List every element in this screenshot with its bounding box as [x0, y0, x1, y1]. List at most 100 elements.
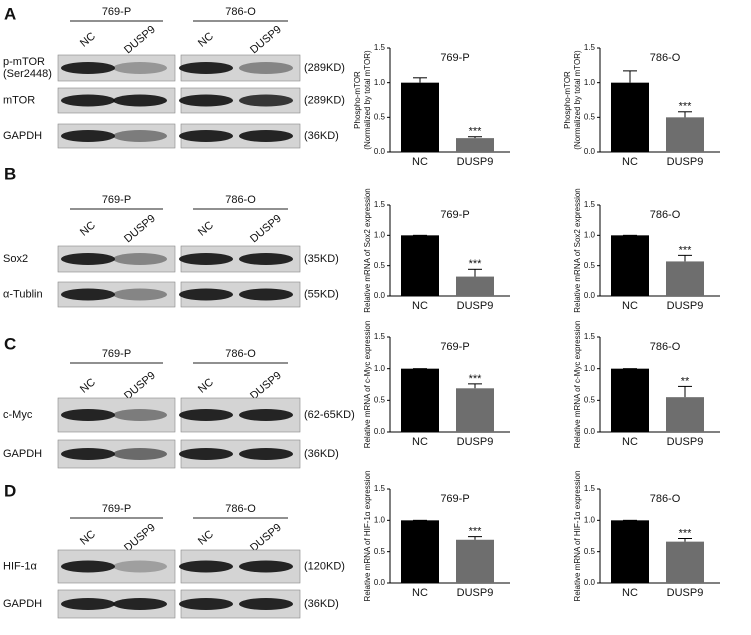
x-tick-label: DUSP9 — [667, 436, 704, 448]
lane-label: DUSP9 — [248, 522, 284, 555]
panel-letter: B — [4, 164, 16, 183]
chart-title: 769-P — [440, 341, 469, 353]
lane-label: NC — [78, 30, 98, 49]
band — [61, 253, 115, 265]
x-tick-label: DUSP9 — [457, 587, 494, 599]
error-bar — [413, 77, 427, 83]
y-tick-label: 1.0 — [584, 230, 596, 239]
y-tick-label: 1.5 — [584, 200, 596, 209]
size-label: (36KD) — [304, 130, 339, 142]
band — [179, 94, 233, 107]
x-tick-label: NC — [622, 300, 638, 312]
lane-label: DUSP9 — [122, 24, 158, 57]
significance: *** — [469, 373, 483, 385]
error-bar — [468, 383, 482, 389]
y-tick-label: 0.5 — [374, 261, 386, 270]
band — [113, 62, 167, 74]
chart-title: 786-O — [650, 52, 681, 64]
x-tick-label: NC — [412, 587, 428, 599]
significance: *** — [679, 101, 693, 113]
significance: *** — [469, 126, 483, 138]
error-bar — [678, 254, 692, 262]
x-tick-label: NC — [412, 156, 428, 168]
y-tick-label: 0.5 — [374, 395, 386, 404]
y-axis-label: Relative mRNA of HIF-1α expression — [363, 471, 372, 602]
bar — [401, 235, 439, 296]
band — [239, 130, 293, 142]
protein-label: Sox2 — [3, 253, 28, 265]
bar — [611, 520, 649, 583]
y-tick-label: 0.0 — [584, 578, 596, 587]
x-tick-label: DUSP9 — [457, 156, 494, 168]
bar — [666, 261, 704, 296]
y-tick-label: 1.5 — [584, 484, 596, 493]
y-axis-label: Phospho-mTOR — [353, 71, 362, 129]
band — [113, 448, 167, 460]
y-tick-label: 0.0 — [374, 291, 386, 300]
y-axis-label: Relative mRNA of Sox2 expression — [363, 188, 372, 313]
bar — [666, 117, 704, 152]
lane-label: DUSP9 — [248, 24, 284, 57]
size-label: (35KD) — [304, 253, 339, 265]
band — [179, 130, 233, 142]
error-bar — [678, 538, 692, 542]
significance: ** — [681, 375, 690, 387]
chart-title: 769-P — [440, 209, 469, 221]
bar — [611, 82, 649, 152]
significance: *** — [469, 526, 483, 538]
band — [61, 598, 115, 610]
y-tick-label: 1.5 — [374, 484, 386, 493]
band — [239, 560, 293, 573]
y-axis-label: (Normalized by total mTOR) — [363, 50, 372, 150]
y-tick-label: 0.0 — [374, 147, 386, 156]
y-tick-label: 1.5 — [374, 43, 386, 52]
size-label: (36KD) — [304, 448, 339, 460]
y-tick-label: 1.0 — [584, 515, 596, 524]
y-tick-label: 0.5 — [584, 112, 596, 121]
y-tick-label: 0.0 — [584, 291, 596, 300]
error-bar — [468, 268, 482, 277]
lane-label: NC — [78, 219, 98, 238]
error-bar — [678, 385, 692, 398]
band — [179, 288, 233, 301]
protein-label: (Ser2448) — [3, 68, 52, 80]
band — [61, 288, 115, 301]
band — [61, 130, 115, 142]
bar — [611, 368, 649, 432]
y-tick-label: 1.0 — [374, 230, 386, 239]
bar — [456, 388, 494, 432]
y-tick-label: 1.0 — [584, 364, 596, 373]
y-tick-label: 1.5 — [374, 200, 386, 209]
lane-label: NC — [196, 219, 216, 238]
size-label: (120KD) — [304, 560, 345, 572]
y-tick-label: 0.5 — [584, 261, 596, 270]
error-bar — [468, 536, 482, 540]
lane-label: NC — [78, 528, 98, 547]
band — [239, 409, 293, 421]
chart-title: 786-O — [650, 341, 681, 353]
lane-label: DUSP9 — [248, 370, 284, 403]
band — [239, 448, 293, 460]
size-label: (36KD) — [304, 598, 339, 610]
error-bar — [623, 70, 637, 83]
band — [113, 94, 167, 107]
band — [179, 409, 233, 421]
x-tick-label: DUSP9 — [667, 300, 704, 312]
y-tick-label: 1.0 — [584, 78, 596, 87]
bar — [456, 138, 494, 152]
group-label: 769-P — [102, 194, 131, 206]
protein-label: c-Myc — [3, 409, 33, 421]
band — [61, 448, 115, 460]
y-axis-label: Relative mRNA of c-Myc expression — [363, 321, 372, 449]
band — [239, 598, 293, 610]
band — [113, 598, 167, 610]
y-tick-label: 0.0 — [374, 427, 386, 436]
band — [179, 598, 233, 610]
panel-letter: C — [4, 334, 16, 353]
lane-label: DUSP9 — [122, 370, 158, 403]
protein-label: mTOR — [3, 94, 35, 106]
bar — [666, 541, 704, 583]
group-label: 786-O — [225, 503, 256, 515]
chart-title: 769-P — [440, 52, 469, 64]
